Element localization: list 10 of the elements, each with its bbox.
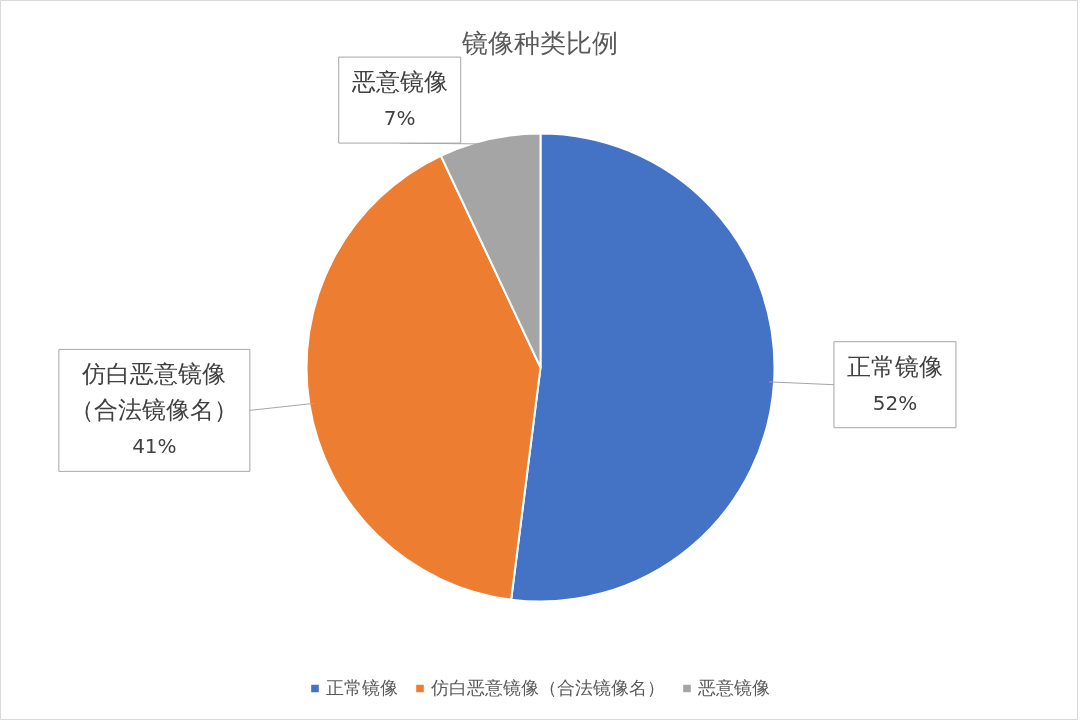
- data-label: 52%: [872, 390, 918, 415]
- legend-label: 正常镜像: [325, 676, 398, 700]
- slice-label: 仿白恶意镜像 （合法镜像名）: [70, 360, 239, 425]
- slice-label: 恶意镜像: [350, 68, 448, 97]
- chart-title: 镜像种类比例: [460, 27, 618, 58]
- slice-label: 正常镜像: [846, 352, 943, 381]
- data-label: 7%: [383, 106, 416, 131]
- legend-label: 仿白恶意镜像（合法镜像名）: [430, 676, 665, 700]
- legend-label: 恶意镜像: [697, 676, 770, 700]
- data-label: 41%: [132, 434, 177, 459]
